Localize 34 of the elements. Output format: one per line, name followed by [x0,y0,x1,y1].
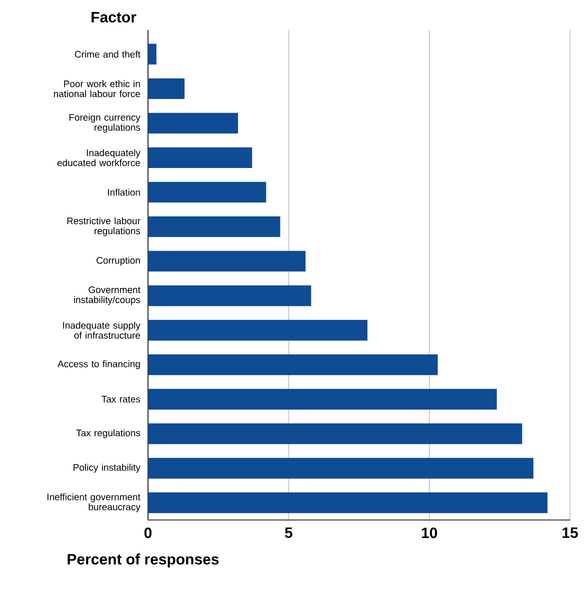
y-tick-label: Access to financing [58,360,140,370]
bar [148,250,306,272]
bar [148,492,548,514]
bar [148,423,522,444]
x-tick-label: 10 [422,528,438,538]
y-tick-label: Corruption [96,256,140,266]
bar [148,112,238,134]
y-axis-title: Factor [92,12,136,22]
bar [148,147,252,168]
x-tick-label: 5 [284,528,292,538]
bar [148,285,312,306]
y-tick-label: Restrictive labour regulations [67,217,140,236]
y-tick-label: Poor work ethic in national labour force [54,80,140,98]
y-tick-label: Inadequate supply of infrastructure [63,322,140,339]
x-tick-label: 0 [144,528,152,538]
y-tick-label: Policy instability [74,464,140,473]
y-tick-label: Inadequately educated workforce [57,149,140,166]
bar [148,458,534,479]
y-tick-label: Crime and theft [74,50,140,58]
y-tick-label: Tax regulations [76,429,140,438]
y-tick-label: Inefficient government bureaucracy [48,493,140,512]
bar [148,216,280,238]
bar [148,78,185,100]
bar [148,388,497,410]
bar [148,44,156,65]
bar [148,320,368,341]
x-axis-title: Percent of responses [68,554,219,568]
y-tick-label: Inflation [108,188,140,196]
y-tick-label: Government instability/coups [74,286,140,306]
bar [148,182,266,203]
x-tick-label: 15 [562,528,578,538]
y-tick-label: Tax rates [102,396,140,403]
bar [148,354,438,376]
y-tick-label: Foreign currency regulations [69,114,140,133]
